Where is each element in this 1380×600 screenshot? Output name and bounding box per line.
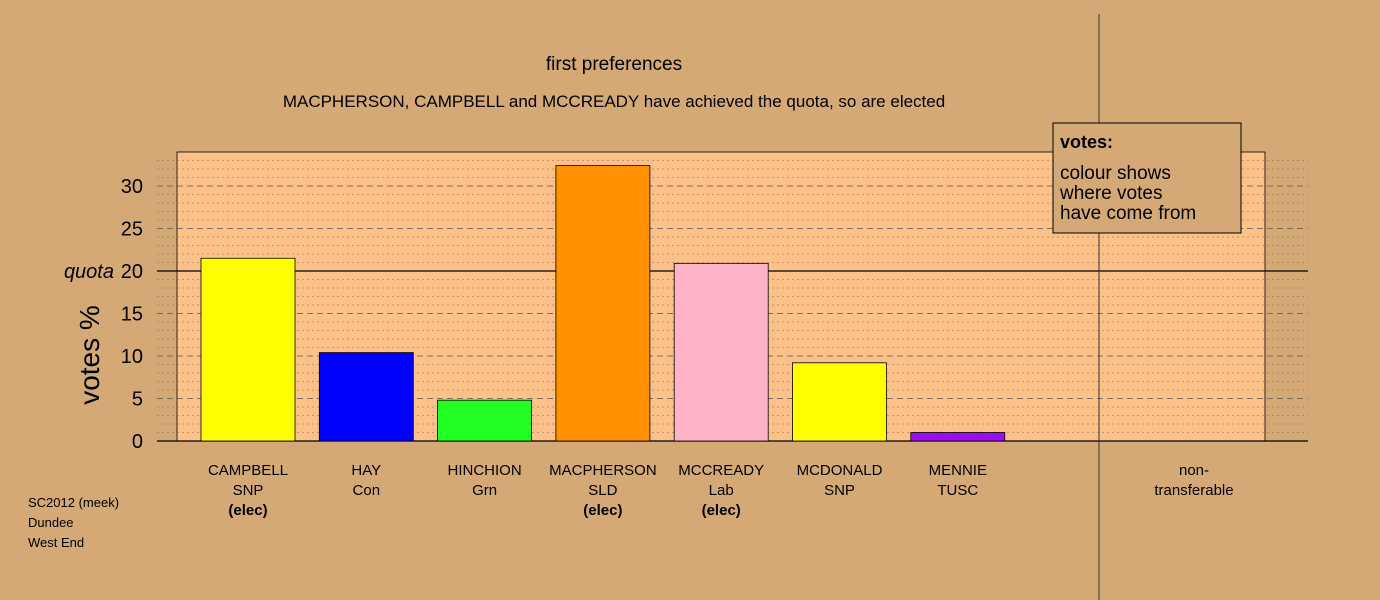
bar-mccready (673, 262, 769, 442)
y-tick-label: 25 (121, 219, 143, 241)
bars (200, 165, 1006, 442)
bar-hay (318, 352, 414, 442)
bar-mennie (910, 432, 1006, 442)
y-tick-label: 20 (121, 261, 143, 283)
elected-label: (elec) (228, 502, 267, 519)
candidate-party: SLD (588, 482, 617, 499)
y-tick-label: 15 (121, 304, 143, 326)
candidate-name: MCDONALD (797, 462, 883, 479)
y-tick-label: 5 (132, 389, 143, 411)
y-tick-label: 10 (121, 346, 143, 368)
candidate-name: MENNIE (929, 462, 987, 479)
candidate-party: SNP (824, 482, 855, 499)
legend-title: votes: (1060, 132, 1113, 152)
source-line: West End (28, 535, 84, 550)
candidate-party: TUSC (937, 482, 978, 499)
candidate-labels: CAMPBELL SNP (elec) HAY Con HINCHION Grn MACPHE… (208, 462, 987, 519)
bar-macpherson (555, 165, 651, 442)
source-note: SC2012 (meek) Dundee West End (28, 495, 119, 550)
legend: votes: colour shows where votes have com… (1052, 122, 1242, 234)
y-axis-label: votes % (74, 305, 105, 405)
y-tick-label: 30 (121, 176, 143, 198)
legend-line: have come from (1060, 203, 1196, 224)
candidate-name: MACPHERSON (549, 462, 657, 479)
candidate-name: HAY (351, 462, 381, 479)
nontransferable-label-line1: non- (1179, 462, 1209, 479)
bar-campbell (200, 257, 296, 442)
legend-line: colour shows (1060, 163, 1171, 184)
legend-line: where votes (1059, 183, 1162, 204)
elected-label: (elec) (702, 502, 741, 519)
candidate-name: HINCHION (448, 462, 522, 479)
candidate-party: Lab (709, 482, 734, 499)
nontransferable-label-line2: transferable (1154, 482, 1233, 499)
chart-title: first preferences (546, 54, 682, 75)
bar-hinchion (437, 399, 533, 442)
source-line: Dundee (28, 515, 74, 530)
bar-mcdonald (792, 362, 887, 442)
candidate-party: Grn (472, 482, 497, 499)
legend-box (1052, 122, 1242, 234)
elected-label: (elec) (583, 502, 622, 519)
candidate-name: MCCREADY (678, 462, 764, 479)
chart-subtitle: MACPHERSON, CAMPBELL and MCCREADY have a… (283, 92, 945, 111)
quota-label: quota (64, 261, 114, 283)
source-line: SC2012 (meek) (28, 495, 119, 510)
y-axis-ticks: 0 5 10 15 20 25 30 (121, 176, 143, 453)
candidate-party: SNP (233, 482, 264, 499)
candidate-party: Con (353, 482, 381, 499)
candidate-name: CAMPBELL (208, 462, 288, 479)
y-tick-label: 0 (132, 431, 143, 453)
